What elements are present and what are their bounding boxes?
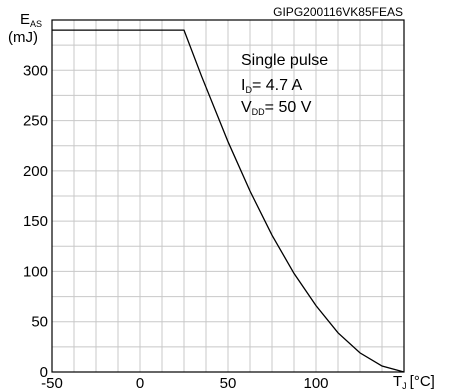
y-tick-label: 50 <box>31 314 48 331</box>
condition-pulse: Single pulse <box>241 52 328 69</box>
x-tick-label: 0 <box>136 375 144 392</box>
y-tick-label: 300 <box>23 62 48 79</box>
x-tick-labels: -50 0 50 100 <box>41 375 328 392</box>
y-tick-label: 0 <box>40 364 48 381</box>
x-axis-label: TJ [°C] <box>393 373 435 391</box>
reference-code: GIPG200116VK85FEAS <box>273 5 403 19</box>
y-tick-label: 250 <box>23 113 48 130</box>
eas-curve <box>52 29 405 373</box>
y-axis-label: EAS <box>20 11 42 29</box>
grid <box>52 20 404 372</box>
test-conditions: Single pulse ID= 4.7 A VDD= 50 V <box>241 52 328 117</box>
y-tick-labels: 0 50 100 150 200 250 300 <box>23 62 48 381</box>
condition-voltage: VDD= 50 V <box>241 99 312 117</box>
plot-frame <box>51 19 405 373</box>
y-tick-label: 200 <box>23 163 48 180</box>
y-tick-label: 100 <box>23 263 48 280</box>
condition-current: ID= 4.7 A <box>241 77 303 95</box>
x-tick-label: -50 <box>41 375 63 392</box>
x-tick-label: 100 <box>303 375 328 392</box>
y-axis-unit: (mJ) <box>8 29 38 46</box>
y-tick-label: 150 <box>23 213 48 230</box>
x-tick-label: 50 <box>220 375 237 392</box>
